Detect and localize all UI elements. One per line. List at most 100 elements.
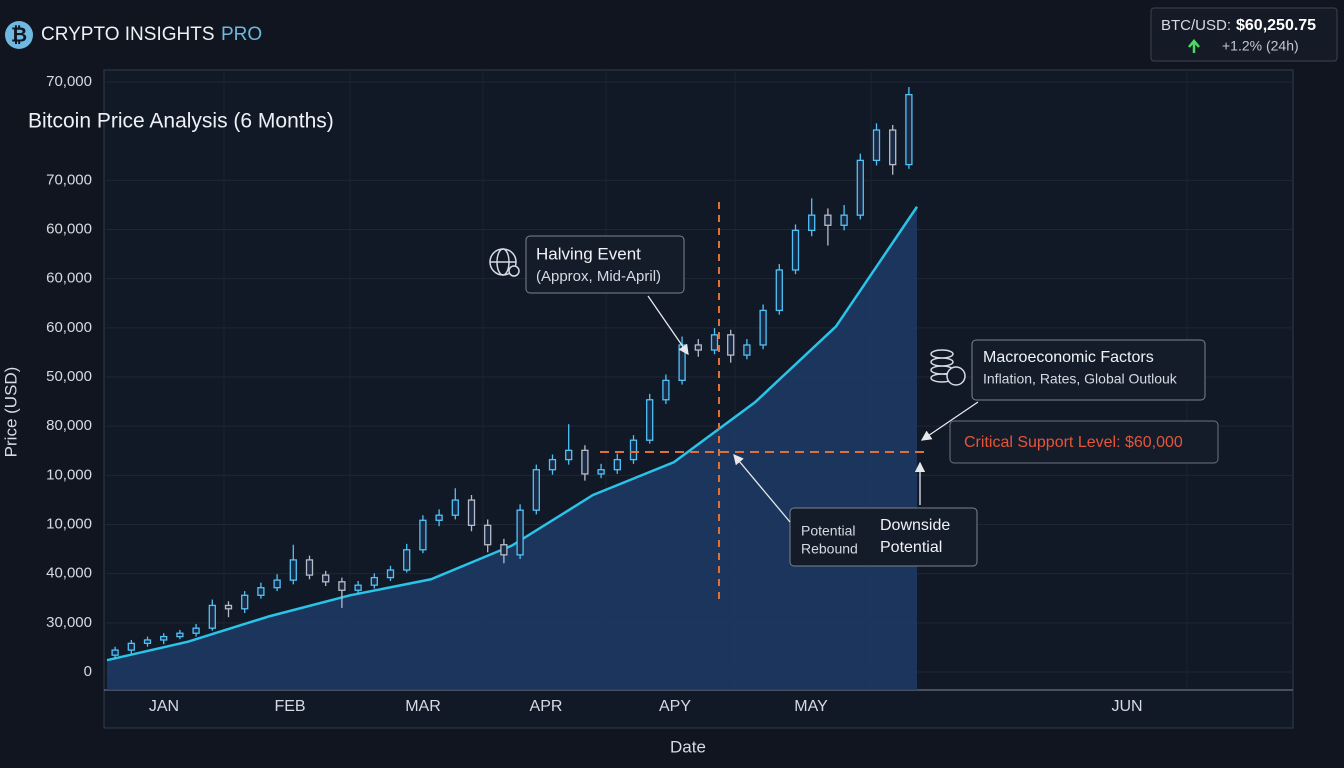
x-axis-label: Date bbox=[670, 737, 706, 756]
candle-body bbox=[662, 379, 670, 401]
x-tick-label: FEB bbox=[274, 698, 305, 715]
candle-body bbox=[111, 649, 119, 656]
ticker-pair: BTC/USD: bbox=[1161, 17, 1231, 34]
y-tick-label: 60,000 bbox=[46, 319, 92, 336]
candle-body bbox=[872, 129, 881, 162]
candle-body bbox=[516, 509, 524, 556]
ticker-price: $60,250.75 bbox=[1236, 17, 1316, 34]
candle-body bbox=[565, 449, 573, 461]
candle-body bbox=[678, 344, 686, 382]
candle-body bbox=[613, 458, 621, 471]
brand-suffix: PRO bbox=[221, 24, 262, 45]
globe-icon bbox=[489, 248, 520, 277]
candle-body bbox=[289, 559, 297, 581]
candle-body bbox=[403, 549, 411, 571]
candle-body bbox=[727, 334, 735, 356]
support-label: Critical Support Level: $60,000 bbox=[964, 434, 1183, 451]
candle-body bbox=[532, 469, 540, 511]
candle-body bbox=[889, 129, 897, 166]
candle-body bbox=[338, 581, 346, 591]
candle-body bbox=[629, 439, 638, 461]
candle-body bbox=[127, 642, 135, 651]
candle-body bbox=[322, 574, 330, 583]
y-tick-label: 10,000 bbox=[46, 466, 92, 483]
up-arrow bbox=[1188, 39, 1200, 53]
downside-label: Downside bbox=[880, 517, 950, 534]
halving-sub: (Approx, Mid-April) bbox=[536, 268, 661, 285]
svg-text:₿: ₿ bbox=[11, 24, 27, 46]
y-axis-label: Price (USD) bbox=[1, 367, 20, 458]
candle-body bbox=[791, 229, 800, 271]
candle-body bbox=[856, 159, 864, 216]
candle-body bbox=[370, 576, 378, 586]
candle-body bbox=[581, 449, 589, 475]
x-tick-label: APR bbox=[530, 698, 563, 715]
rebound-box bbox=[789, 507, 978, 567]
annotation-arrows bbox=[647, 295, 979, 523]
candle-body bbox=[743, 344, 751, 356]
candle-body bbox=[467, 499, 476, 526]
downside-label: Potential bbox=[880, 539, 942, 556]
halving-title: Halving Event bbox=[536, 244, 641, 263]
x-tick-label: MAR bbox=[405, 698, 441, 715]
candle-body bbox=[176, 632, 184, 638]
candle-body bbox=[451, 499, 459, 516]
candle-body bbox=[775, 269, 783, 312]
macro-title: Macroeconomic Factors bbox=[983, 349, 1154, 366]
y-tick-label: 60,000 bbox=[46, 270, 92, 287]
candle-body bbox=[824, 214, 832, 226]
y-tick-label: 70,000 bbox=[46, 171, 92, 188]
candle-body bbox=[646, 399, 654, 441]
candle-body bbox=[484, 524, 492, 546]
candle-body bbox=[694, 344, 702, 351]
chart-title: Bitcoin Price Analysis (6 Months) bbox=[28, 110, 334, 133]
candle-body bbox=[160, 635, 168, 641]
rebound-label: Rebound bbox=[801, 541, 858, 557]
candle-body bbox=[808, 214, 816, 231]
y-tick-label: 60,000 bbox=[46, 220, 92, 237]
candle-body bbox=[419, 519, 427, 551]
x-tick-label: JUN bbox=[1111, 698, 1142, 715]
macro-sub: Inflation, Rates, Global Outlouk bbox=[983, 371, 1178, 387]
y-tick-label: 0 bbox=[84, 663, 92, 680]
x-tick-label: MAY bbox=[794, 698, 828, 715]
y-tick-label: 80,000 bbox=[46, 417, 92, 434]
y-tick-label: 70,000 bbox=[46, 73, 92, 90]
x-tick-label: JAN bbox=[149, 698, 179, 715]
candle-body bbox=[548, 458, 557, 471]
y-tick-label: 50,000 bbox=[46, 368, 92, 385]
candle-body bbox=[597, 469, 605, 475]
candle-body bbox=[143, 639, 152, 644]
candle-body bbox=[208, 604, 216, 629]
macro-box bbox=[971, 339, 1206, 401]
trend-area bbox=[107, 206, 917, 690]
coins-icon bbox=[930, 349, 966, 386]
y-tick-label: 40,000 bbox=[46, 565, 92, 582]
candle-body bbox=[354, 584, 362, 591]
candle-body bbox=[224, 604, 233, 610]
candle-body bbox=[500, 544, 508, 556]
candle-body bbox=[435, 514, 443, 521]
candle-body bbox=[241, 594, 249, 610]
candle-body bbox=[905, 93, 913, 166]
halving-box bbox=[525, 235, 685, 294]
brand: CRYPTO INSIGHTS bbox=[41, 24, 215, 45]
ticker-change: +1.2% (24h) bbox=[1222, 38, 1299, 54]
y-tick-label: 10,000 bbox=[46, 515, 92, 532]
ticker-box bbox=[1150, 7, 1338, 62]
candle-body bbox=[710, 334, 719, 351]
x-tick-label: APY bbox=[659, 698, 691, 715]
candle-body bbox=[759, 309, 767, 346]
trend-line bbox=[106, 206, 919, 662]
y-tick-label: 30,000 bbox=[46, 614, 92, 631]
candle-body bbox=[257, 587, 265, 596]
candle-body bbox=[305, 559, 314, 576]
candle-body bbox=[192, 627, 200, 634]
candle-body bbox=[840, 214, 848, 226]
candle-body bbox=[386, 569, 395, 579]
candle-body bbox=[273, 579, 281, 589]
logo: ₿ bbox=[5, 21, 33, 49]
rebound-label: Potential bbox=[801, 523, 855, 539]
support-box bbox=[949, 420, 1219, 464]
